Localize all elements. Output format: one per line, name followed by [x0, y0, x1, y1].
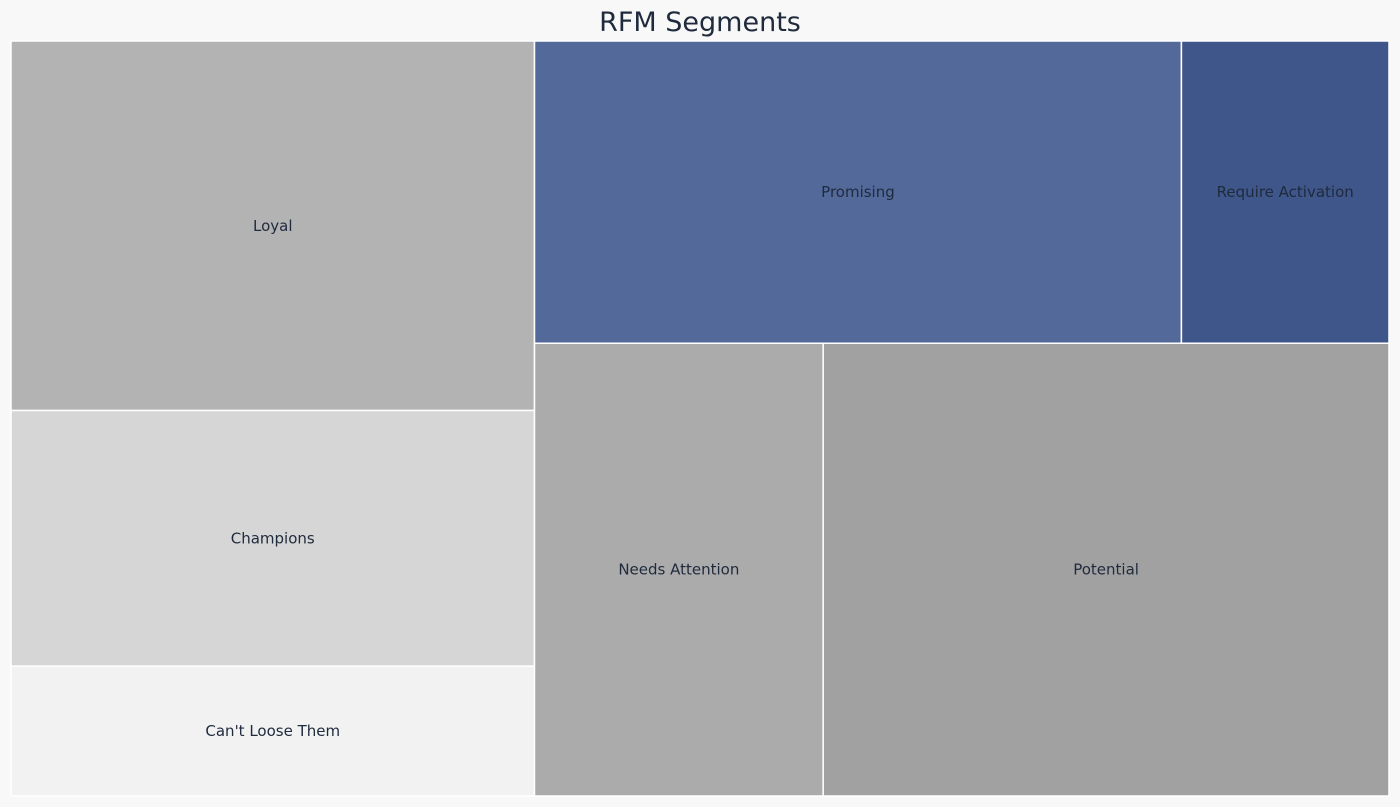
chart-title: RFM Segments: [599, 7, 801, 38]
tile-loyal: Loyal: [10, 40, 536, 412]
tile-champions: Champions: [10, 409, 536, 667]
tile-rect-needs-attention: [533, 342, 824, 797]
tile-label-loyal: Loyal: [253, 217, 293, 235]
tile-rect-promising: [533, 40, 1183, 344]
tile-rect-potential: [822, 342, 1390, 797]
tile-label-potential: Potential: [1073, 561, 1139, 579]
tile-rect-loyal: [10, 40, 536, 412]
tile-label-require-activation: Require Activation: [1217, 183, 1354, 201]
tile-needs-attention: Needs Attention: [533, 342, 824, 797]
tile-rect-champions: [10, 409, 536, 667]
tile-require-activation: Require Activation: [1180, 40, 1390, 344]
tile-label-promising: Promising: [821, 183, 895, 201]
tile-potential: Potential: [822, 342, 1390, 797]
tile-promising: Promising: [533, 40, 1183, 344]
tile-can-t-loose-them: Can't Loose Them: [10, 665, 536, 797]
tile-label-needs-attention: Needs Attention: [618, 561, 739, 579]
tile-label-champions: Champions: [231, 529, 315, 547]
tile-label-can-t-loose-them: Can't Loose Them: [205, 722, 340, 740]
tile-rect-can-t-loose-them: [10, 665, 536, 797]
